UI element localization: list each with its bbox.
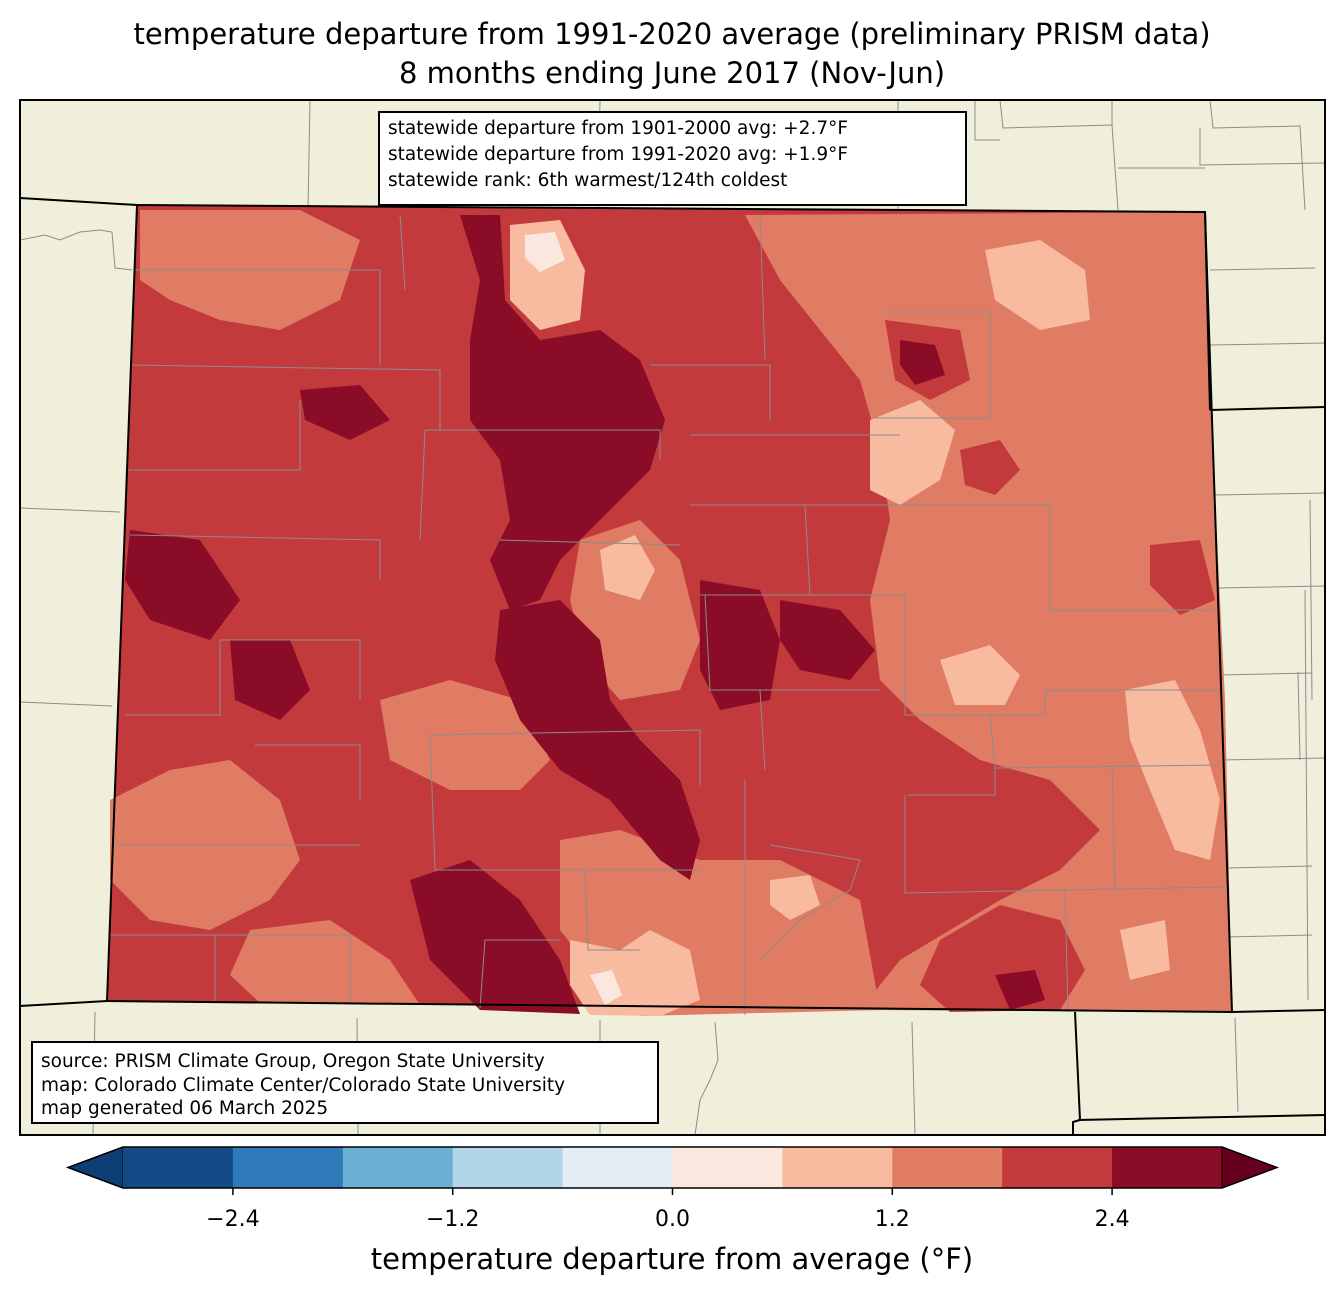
colorbar-bin	[232, 1147, 344, 1188]
colorado-county-lines	[110, 214, 1226, 1015]
west-hot-region-3	[300, 385, 390, 440]
north-park-pale	[525, 232, 565, 272]
central-moderate-region	[380, 680, 550, 790]
colorbar-tick-label: 0.0	[655, 1207, 690, 1232]
colorbar-extend-high	[1221, 1146, 1279, 1189]
colorbar-bin	[562, 1147, 673, 1188]
credits-source: source: PRISM Climate Group, Oregon Stat…	[41, 1051, 545, 1072]
colorbar-bin	[672, 1147, 783, 1188]
southeast-light-region-1	[1125, 680, 1220, 860]
stats-line-1991-2020: statewide departure from 1991-2020 avg: …	[388, 144, 848, 165]
mountain-hot-region-4	[410, 860, 580, 1014]
colorbar-outline	[65, 1146, 1280, 1189]
sanluis-light-region	[600, 535, 655, 600]
map-frame	[19, 99, 1326, 1136]
colorbar-bin	[452, 1147, 564, 1188]
east-hot-region	[780, 600, 875, 680]
map-title-line-1: temperature departure from 1991-2020 ave…	[133, 17, 1211, 51]
east-warm-pocket-4	[960, 440, 1020, 495]
east-warm-pocket-3	[1150, 540, 1215, 615]
credits-map: map: Colorado Climate Center/Colorado St…	[41, 1074, 566, 1096]
colorbar-tick-label: 1.2	[874, 1207, 910, 1232]
southwest-moderate-region-2	[230, 920, 420, 1005]
mountain-hot-region-3	[700, 580, 780, 710]
west-hot-region-2	[230, 640, 310, 720]
southeast-light-region-3	[1120, 920, 1170, 980]
southeast-light-region-2	[940, 645, 1020, 705]
credits-box: source: PRISM Climate Group, Oregon Stat…	[31, 1041, 659, 1124]
colorbar-tick-label: −1.2	[425, 1207, 480, 1232]
mountain-hot-region-1	[460, 215, 665, 610]
temperature-contour-regions	[110, 210, 1232, 1016]
northeast-hot-spot	[900, 340, 945, 385]
colorbar-bin	[1112, 1147, 1223, 1188]
colorbar-extend-low	[66, 1146, 124, 1189]
colorbar-tick-label: −2.4	[206, 1207, 260, 1232]
colorbar-bin	[342, 1147, 454, 1188]
statewide-stats-box: statewide departure from 1901-2000 avg: …	[378, 111, 967, 206]
east-warm-pocket-2	[920, 905, 1085, 1012]
credits-generated: map generated 06 March 2025	[41, 1098, 329, 1119]
colorbar-bin	[892, 1147, 1003, 1188]
southcentral-pale	[590, 970, 622, 1005]
colorbar-tick-label: 2.4	[1094, 1207, 1130, 1232]
colorbar-bin	[782, 1147, 893, 1188]
stats-line-1901-2000: statewide departure from 1901-2000 avg: …	[388, 118, 848, 139]
east-light-region	[870, 400, 955, 505]
colorbar-bin	[123, 1147, 234, 1188]
stats-line-rank: statewide rank: 6th warmest/124th coldes…	[388, 170, 788, 191]
mountain-hot-region-2	[495, 600, 700, 880]
se-light-dot	[770, 875, 820, 920]
plains-moderate-region	[745, 212, 1232, 1012]
map-title-line-2: 8 months ending June 2017 (Nov-Jun)	[398, 56, 946, 90]
colorbar	[65, 1146, 1280, 1195]
northeast-light-region	[985, 240, 1090, 330]
west-hot-region-1	[125, 530, 240, 640]
state-borders	[19, 197, 1326, 1135]
colorbar-bin	[1002, 1147, 1113, 1188]
southeast-hot-spot	[995, 970, 1045, 1010]
colorbar-label: temperature departure from average (°F)	[370, 1242, 974, 1276]
